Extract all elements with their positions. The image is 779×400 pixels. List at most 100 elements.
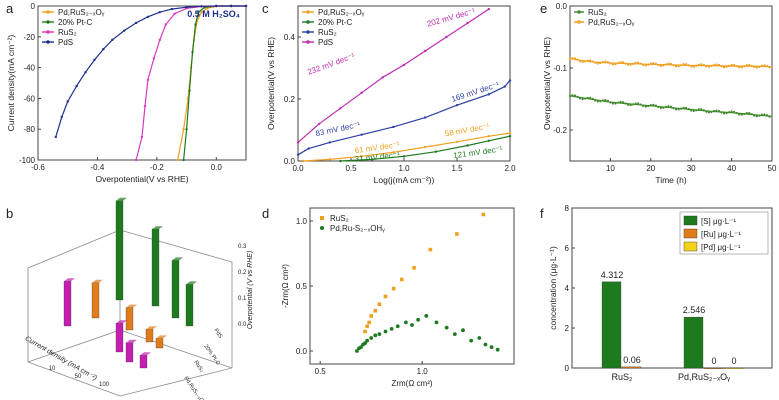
data-point <box>140 135 144 139</box>
data-point <box>373 308 378 313</box>
data-point <box>720 65 723 68</box>
data-point <box>750 113 753 116</box>
legend-marker <box>306 40 310 44</box>
data-point <box>355 349 359 353</box>
data-point <box>596 100 599 103</box>
y-axis-label: Overpotential(V vs RHE) <box>266 37 276 130</box>
data-point <box>383 329 388 334</box>
data-point <box>692 65 695 68</box>
data-point <box>84 71 87 74</box>
panel-label-d: d <box>262 206 269 221</box>
data-point <box>424 145 427 149</box>
data-point <box>705 65 708 68</box>
data-point <box>611 102 615 105</box>
data-point <box>182 158 185 162</box>
data-point <box>682 106 685 109</box>
data-point <box>455 140 459 143</box>
series-line-3 <box>55 5 246 138</box>
legend-entry: Pd,RuS₂₋ₓOᵧ <box>318 8 365 17</box>
data-point <box>596 62 599 65</box>
y-tick-label: 0.4 <box>284 33 296 42</box>
legend-entry: Pd,RuS₂₋ₓOᵧ <box>588 18 635 27</box>
data-point <box>455 104 459 107</box>
data-point <box>185 128 188 131</box>
bar-3d <box>151 229 160 307</box>
data-point <box>685 106 688 110</box>
data-point <box>702 109 705 112</box>
data-point <box>571 94 574 97</box>
data-point <box>758 114 761 117</box>
data-point <box>477 336 482 340</box>
bar-3d-top <box>172 257 183 261</box>
data-point <box>54 135 58 139</box>
legend-swatch <box>683 241 698 252</box>
data-point <box>768 115 771 118</box>
bar-value-label: 2.546 <box>683 305 706 315</box>
data-point <box>717 109 721 113</box>
x-tick-label: 30 <box>687 164 696 173</box>
x-tick-label: -0.4 <box>91 163 105 172</box>
data-point <box>568 57 572 60</box>
data-point <box>642 63 645 66</box>
data-point <box>758 65 761 68</box>
row-label: RuS₂ <box>192 360 204 374</box>
legend-swatch <box>683 215 698 226</box>
data-point <box>173 12 176 15</box>
data-point <box>763 64 766 67</box>
legend-box <box>679 211 769 255</box>
data-point <box>692 109 695 113</box>
row-label: Pd,RuS₂₋ₓOᵧ <box>182 376 205 400</box>
data-point <box>122 29 126 32</box>
y-tick-label: 0.0 <box>284 157 296 166</box>
data-point <box>745 64 748 67</box>
bar-3d-top <box>152 226 163 230</box>
data-point <box>712 109 716 113</box>
data-point <box>158 10 162 14</box>
legend-entry: 20% Pt-C <box>58 18 92 27</box>
data-point <box>753 114 756 117</box>
data-point <box>760 113 764 116</box>
data-point <box>469 338 474 343</box>
x-tick-label: 1.0 <box>417 367 429 376</box>
series-line-2 <box>297 80 511 156</box>
data-point <box>634 61 637 64</box>
data-point <box>146 78 150 82</box>
legend-entry: Pd,RuS₂₋ₓOᵧ <box>58 8 105 17</box>
panel-label-b: b <box>6 206 13 221</box>
x-axis-label: Time (h) <box>655 175 686 185</box>
data-point <box>753 65 756 69</box>
data-point <box>604 98 607 102</box>
data-point <box>508 79 512 82</box>
data-point <box>657 63 660 67</box>
data-point <box>576 58 579 61</box>
data-point <box>609 101 612 104</box>
data-point <box>134 21 138 25</box>
data-point <box>508 131 512 135</box>
data-point <box>765 64 769 68</box>
legend-entry: 20% Pt-C <box>318 18 352 27</box>
data-point <box>662 106 665 109</box>
data-point <box>725 112 728 115</box>
data-point <box>93 58 96 62</box>
data-point <box>745 111 748 115</box>
z-tick-label: 0.2 <box>238 270 247 276</box>
data-point <box>695 64 698 67</box>
data-point <box>725 65 728 69</box>
row-label: 20% Pt-C <box>202 344 220 367</box>
depth-tick-label: 50 <box>75 374 82 380</box>
x-tick-label: 50 <box>768 164 777 173</box>
bar <box>601 281 622 369</box>
legend-marker <box>46 40 50 44</box>
data-point <box>586 59 589 62</box>
data-point <box>495 347 500 352</box>
data-point <box>672 107 675 110</box>
data-point <box>733 64 736 67</box>
data-point <box>669 105 673 108</box>
annotation: 0.5 M H₂SO₄ <box>187 9 240 19</box>
bar-3d-top <box>126 339 137 343</box>
data-point <box>296 153 300 156</box>
data-point <box>579 97 582 100</box>
panel-b-3d-bars: 0.3 0.2 0.1 0.0 Overpotential (V vs RHE) PdS 2… <box>24 197 254 400</box>
data-point <box>487 7 490 11</box>
data-point <box>621 61 625 64</box>
